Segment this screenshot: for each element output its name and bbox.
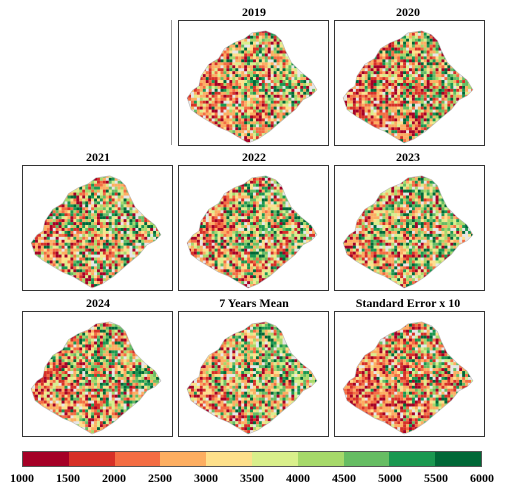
legend-label: 3500 — [240, 471, 264, 485]
map-panel-2019 — [178, 20, 329, 146]
legend-label: 3000 — [194, 471, 218, 485]
legend-swatch — [160, 452, 207, 466]
legend-label: 1000 — [10, 471, 34, 485]
map-raster — [30, 175, 162, 289]
map-panel-2020 — [334, 20, 485, 146]
legend-swatch — [343, 452, 390, 466]
panel-title-2019: 2019 — [242, 5, 266, 19]
panel-title-mean: 7 Years Mean — [219, 296, 289, 310]
divider-line — [171, 20, 172, 145]
map-panel-std-error — [334, 311, 485, 437]
map-raster — [342, 30, 474, 144]
panel-title-2020: 2020 — [396, 5, 420, 19]
map-raster — [186, 321, 318, 435]
legend-swatch — [23, 452, 69, 466]
panel-title-2022: 2022 — [242, 150, 266, 164]
legend-swatch — [206, 452, 252, 466]
map-raster — [342, 321, 474, 435]
legend-label: 4000 — [286, 471, 310, 485]
map-raster — [186, 30, 318, 144]
legend-label: 2500 — [148, 471, 172, 485]
map-panel-mean — [178, 311, 329, 437]
legend-swatch — [297, 452, 344, 466]
legend-label: 1500 — [56, 471, 80, 485]
map-raster — [30, 321, 162, 435]
legend-label: 4500 — [332, 471, 356, 485]
map-panel-2022 — [178, 165, 329, 291]
legend-swatch — [435, 452, 481, 466]
legend-swatch — [251, 452, 298, 466]
map-panel-2021 — [22, 165, 173, 291]
panel-title-2023: 2023 — [396, 150, 420, 164]
map-panel-2024 — [22, 311, 173, 437]
panel-title-2021: 2021 — [86, 150, 110, 164]
color-legend-bar — [22, 451, 482, 467]
legend-label: 2000 — [102, 471, 126, 485]
color-legend-labels: 1000 1500 2000 2500 3000 3500 4000 4500 5000 5500… — [0, 471, 513, 487]
legend-label: 5500 — [424, 471, 448, 485]
map-raster — [186, 175, 318, 289]
legend-swatch — [114, 452, 161, 466]
map-raster — [342, 175, 474, 289]
panel-title-2024: 2024 — [86, 296, 110, 310]
panel-title-std-error: Standard Error x 10 — [355, 296, 461, 310]
legend-label: 6000 — [470, 471, 494, 485]
legend-swatch — [68, 452, 115, 466]
legend-label: 5000 — [378, 471, 402, 485]
map-panel-2023 — [334, 165, 485, 291]
legend-swatch — [389, 452, 436, 466]
